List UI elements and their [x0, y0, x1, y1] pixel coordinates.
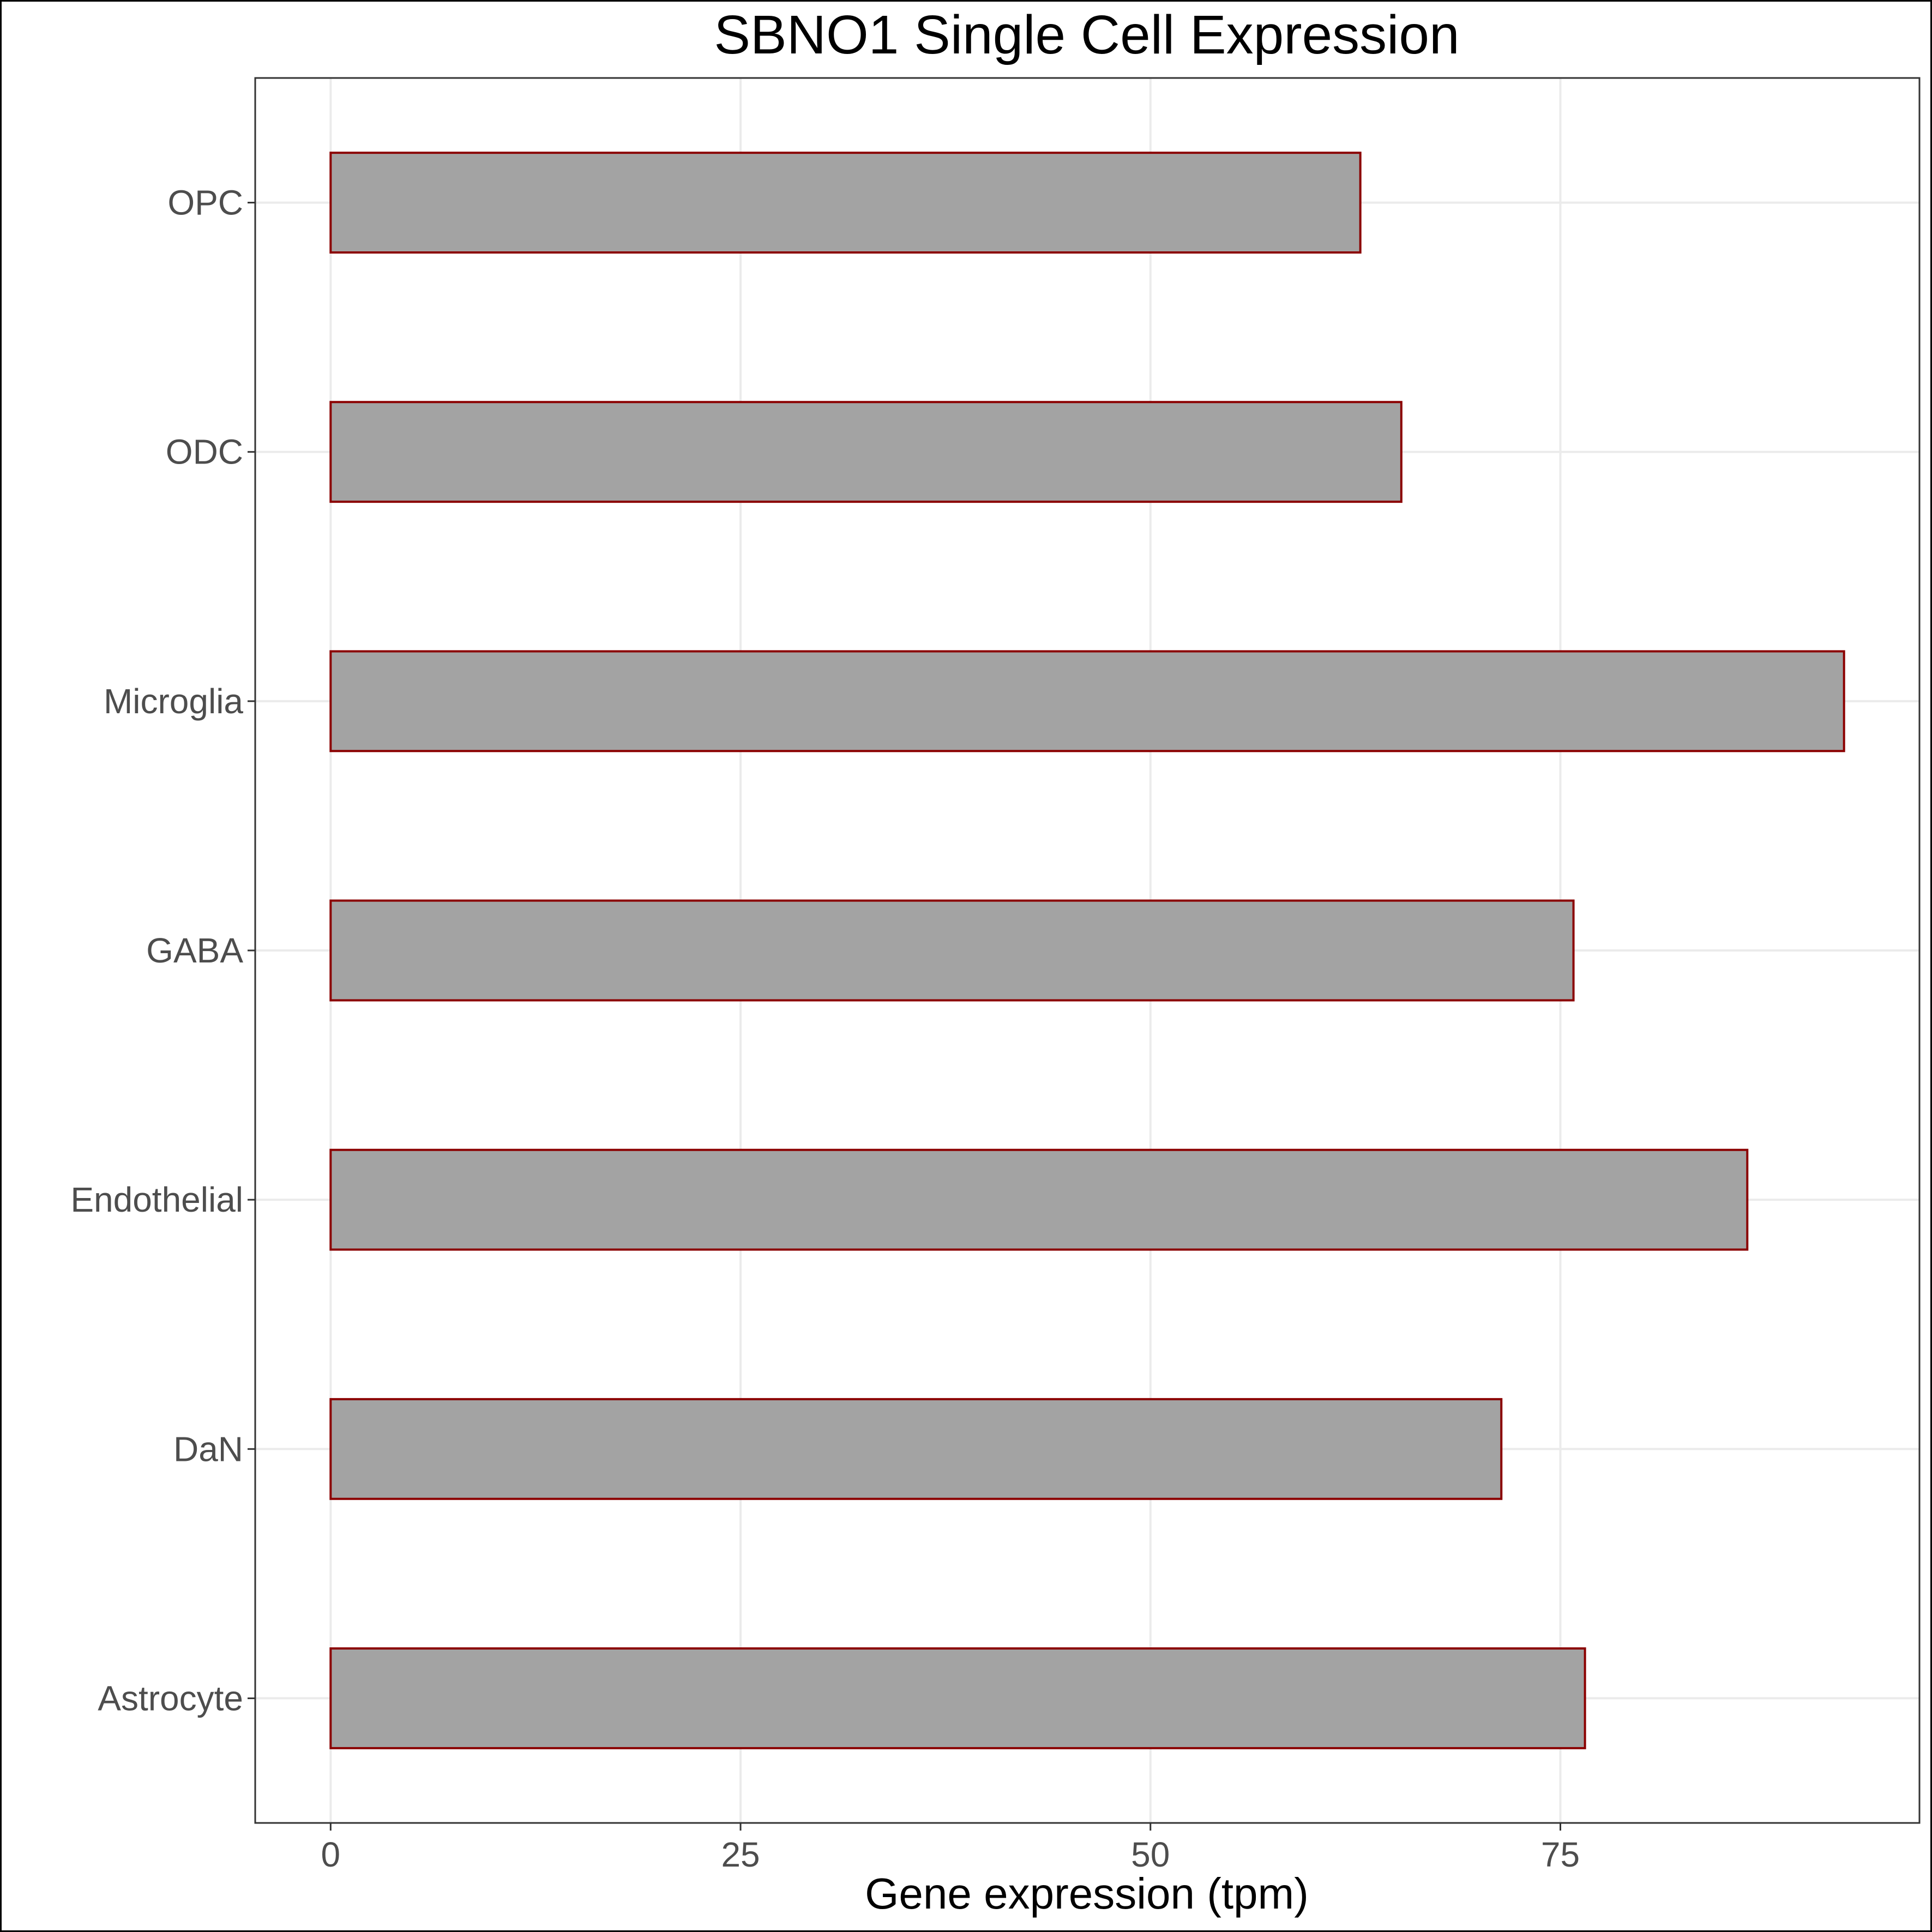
- bar-odc: [329, 401, 1403, 503]
- x-tick-label-0: 0: [321, 1835, 341, 1874]
- bar-gaba: [329, 899, 1575, 1002]
- bar-dan: [329, 1398, 1503, 1500]
- bar-endothelial: [329, 1148, 1749, 1251]
- y-tick-label-opc: OPC: [167, 183, 243, 222]
- bar-astrocyte: [329, 1647, 1586, 1749]
- x-tick-label-75: 75: [1541, 1835, 1580, 1874]
- x-axis-title: Gene expression (tpm): [865, 1869, 1309, 1918]
- bar-opc: [329, 152, 1362, 254]
- y-tick-label-odc: ODC: [166, 432, 243, 472]
- y-axis: Astrocyte DaN Endothelial GABA Microglia ODC O…: [70, 183, 255, 1718]
- bar-layer: [329, 152, 1845, 1749]
- y-tick-label-microglia: Microglia: [104, 682, 243, 721]
- y-tick-label-dan: DaN: [173, 1429, 243, 1468]
- y-tick-label-astrocyte: Astrocyte: [98, 1678, 243, 1718]
- y-tick-label-endothelial: Endothelial: [70, 1180, 243, 1219]
- bar-microglia: [329, 650, 1845, 753]
- chart-title: SBNO1 Single Cell Expression: [714, 4, 1459, 65]
- x-axis: 0 25 50 75: [321, 1823, 1580, 1874]
- x-tick-label-25: 25: [721, 1835, 760, 1874]
- y-tick-label-gaba: GABA: [146, 931, 243, 970]
- x-tick-label-50: 50: [1131, 1835, 1170, 1874]
